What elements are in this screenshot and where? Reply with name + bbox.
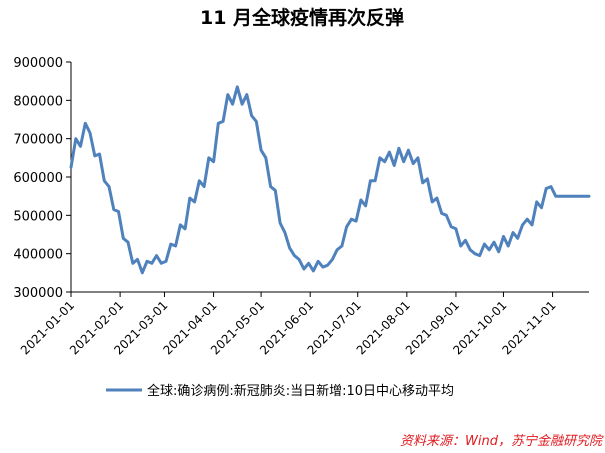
series-group [69,85,591,275]
y-tick-label: 500000 [13,209,63,224]
legend: 全球:确诊病例:新冠肺炎:当日新增:10日中心移动平均 [106,383,454,399]
y-tick-label: 700000 [13,133,63,148]
chart-title: 11 月全球疫情再次反弹 [200,6,404,29]
y-tick-label: 400000 [13,248,63,263]
y-tick-label: 300000 [13,286,63,301]
y-axis: 300000 400000 500000 600000 700000 800000 9000… [13,56,72,301]
y-tick-label: 800000 [13,94,63,109]
series-line [69,85,591,275]
x-axis: 2021-01-012021-02-012021-03-012021-04-01… [18,291,589,357]
y-tick-label: 900000 [13,56,63,71]
y-tick-label: 600000 [13,171,63,186]
source-note: 资料来源：Wind，苏宁金融研究院 [400,433,604,449]
legend-label: 全球:确诊病例:新冠肺炎:当日新增:10日中心移动平均 [147,383,454,399]
